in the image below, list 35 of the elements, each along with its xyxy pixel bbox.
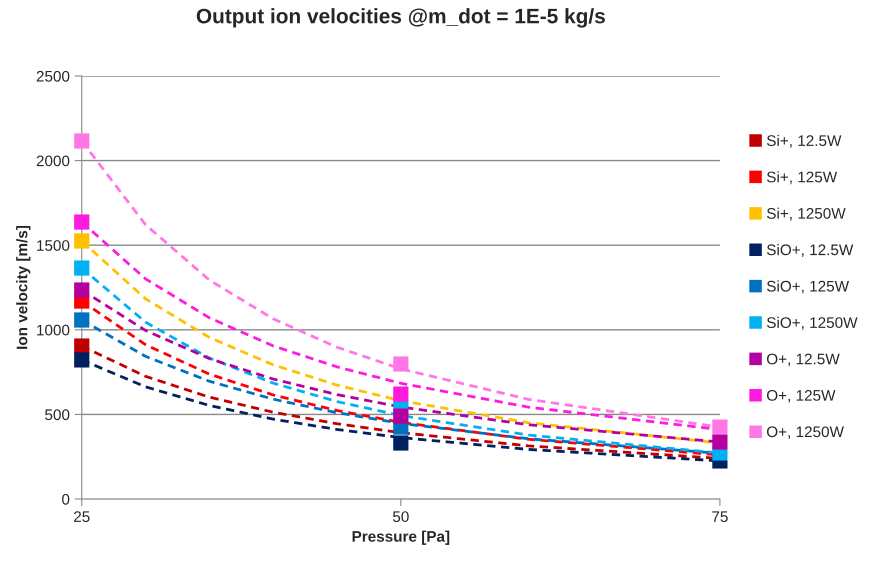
point bbox=[74, 260, 90, 276]
y-tick-label: 0 bbox=[62, 494, 70, 505]
x-tick-label: 75 bbox=[712, 511, 728, 522]
legend-label: Si+, 12.5W bbox=[766, 134, 842, 148]
point bbox=[74, 282, 90, 298]
x-axis-title: Pressure [Pa] bbox=[352, 530, 450, 545]
legend-label: Si+, 125W bbox=[766, 171, 838, 184]
point bbox=[74, 312, 90, 328]
point bbox=[712, 419, 728, 435]
y-tick-label: 2000 bbox=[36, 155, 70, 166]
y-tick-label: 2500 bbox=[36, 70, 70, 82]
point bbox=[74, 233, 90, 249]
point bbox=[74, 338, 90, 354]
legend-label: O+, 12.5W bbox=[767, 354, 840, 366]
legend-label: Si+, 1250W bbox=[766, 208, 846, 221]
point bbox=[393, 356, 408, 372]
legend-label: SiO+, 12.5W bbox=[766, 244, 854, 258]
y-tick-label: 1000 bbox=[37, 324, 70, 336]
legend-label: O+, 1250W bbox=[767, 426, 844, 439]
point bbox=[74, 352, 90, 368]
point bbox=[712, 434, 728, 450]
y-axis-title: Ion velocity [m/s] bbox=[16, 226, 30, 349]
point bbox=[74, 133, 90, 149]
legend-label: O+, 125W bbox=[767, 390, 836, 403]
x-tick-label: 25 bbox=[74, 511, 90, 522]
legend-label: SiO+, 125W bbox=[766, 280, 850, 294]
legend-label: SiO+, 1250W bbox=[766, 316, 858, 330]
y-tick-label: 500 bbox=[45, 409, 70, 420]
x-tick-label: 50 bbox=[392, 511, 409, 522]
chart-title: Output ion velocities @m_dot = 1E-5 kg/s bbox=[196, 8, 605, 28]
point bbox=[393, 386, 408, 402]
point bbox=[74, 214, 90, 230]
point bbox=[393, 435, 408, 451]
y-tick-label: 1500 bbox=[37, 240, 70, 251]
point bbox=[393, 408, 408, 424]
